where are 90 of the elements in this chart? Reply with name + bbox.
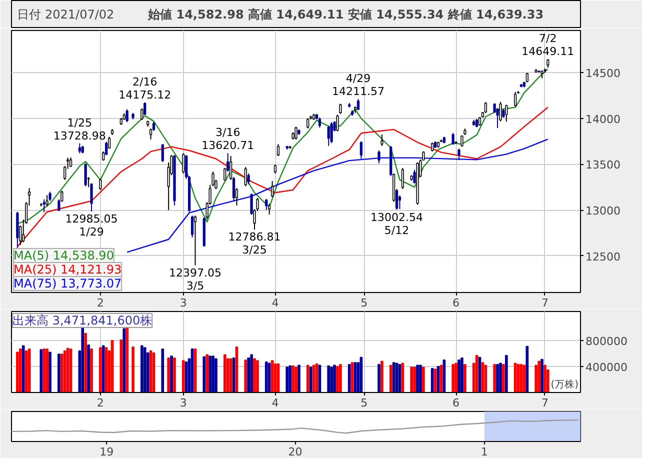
candlestick xyxy=(126,108,128,123)
candlestick xyxy=(58,198,60,212)
annotation: 2/16 14175.12 xyxy=(118,75,172,102)
x-tick-label: 5 xyxy=(360,396,368,410)
candlestick xyxy=(232,176,236,202)
candlestick xyxy=(46,194,48,207)
candlestick xyxy=(413,169,416,184)
candlestick xyxy=(268,203,271,216)
candlestick xyxy=(458,148,460,161)
candlestick xyxy=(327,125,330,146)
candlestick xyxy=(99,178,102,190)
candlestick xyxy=(182,152,185,174)
candlestick xyxy=(401,167,404,190)
candlestick xyxy=(247,172,250,185)
x-tick-label: 7 xyxy=(541,296,548,310)
candlestick xyxy=(235,188,238,206)
candlestick xyxy=(87,176,90,188)
x-tick-label: 19 xyxy=(100,446,114,458)
x-tick-label: 6 xyxy=(452,296,460,310)
candlestick xyxy=(69,156,72,168)
candlestick xyxy=(149,128,152,140)
annotation: 7/2 14649.11 xyxy=(522,32,574,58)
x-tick-label: 5 xyxy=(360,296,368,310)
candlestick xyxy=(270,180,274,198)
annotation: 12985.05 1/29 xyxy=(65,212,118,238)
candlestick xyxy=(250,193,253,216)
candlestick xyxy=(496,108,499,129)
x-tick-label: 4 xyxy=(272,396,279,410)
candlestick xyxy=(194,215,197,266)
chart-subtitle: 始値 14,582.98 高値 14,649.11 安値 14,555.34 終値 14,639.33 xyxy=(147,8,544,22)
candlestick xyxy=(265,198,268,211)
candlestick xyxy=(48,191,52,202)
x-tick-label: 6 xyxy=(452,396,460,410)
y-tick-label: 400000 xyxy=(586,360,628,374)
candlestick xyxy=(318,117,322,128)
x-tick-label: 3 xyxy=(180,396,187,410)
candlestick xyxy=(229,156,232,180)
y-tick-label: 800000 xyxy=(586,334,628,348)
candlestick xyxy=(339,103,342,114)
candlestick xyxy=(190,215,194,238)
candlestick xyxy=(276,144,280,157)
text: MA(5) 14,538.90 xyxy=(14,248,114,262)
x-tick-label: 2 xyxy=(96,396,104,410)
candlestick xyxy=(330,122,333,144)
x-tick-label: 4 xyxy=(272,296,279,310)
candlestick xyxy=(161,144,164,162)
y-tick-label: 12500 xyxy=(586,250,620,264)
candlestick xyxy=(294,126,298,140)
y-tick-label: 13500 xyxy=(586,158,620,172)
annotation: 4/29 14211.57 xyxy=(332,72,384,98)
candlestick xyxy=(526,72,528,83)
candlestick xyxy=(360,140,363,160)
annotation: 1/25 13728.98 xyxy=(53,116,106,142)
candlestick xyxy=(499,101,502,122)
candlestick xyxy=(144,102,146,116)
x-tick-label: 20 xyxy=(288,446,302,458)
chart-title: 日付 2021/07/02 xyxy=(17,8,114,22)
candlestick xyxy=(380,134,384,146)
x-tick-label: 2 xyxy=(96,296,104,310)
candlestick xyxy=(152,121,156,132)
annotation: 12397.05 3/5 xyxy=(168,266,222,292)
candlestick xyxy=(60,190,64,202)
y-tick-label: 14000 xyxy=(586,112,620,126)
candlestick xyxy=(378,150,380,164)
annotation: 12786.81 3/25 xyxy=(228,230,281,257)
series-label: MA(25) 14,121.93 xyxy=(14,262,122,276)
candlestick xyxy=(42,198,46,213)
y-tick-label: 13000 xyxy=(586,204,620,218)
candlestick xyxy=(105,141,108,156)
candlestick xyxy=(140,108,144,120)
candlestick xyxy=(90,182,93,212)
candlestick xyxy=(395,188,398,210)
x-tick-label: 1 xyxy=(480,446,488,458)
y-tick-label: 14500 xyxy=(586,67,620,80)
line-series xyxy=(126,138,548,253)
annotation: 13002.54 5/12 xyxy=(370,210,424,237)
candlestick xyxy=(84,162,87,187)
chart-title: 出来高 3,471,841,600株 xyxy=(12,314,152,328)
text: MA(75) 13,773.07 xyxy=(14,276,122,290)
candlestick xyxy=(336,114,339,132)
candlestick xyxy=(78,142,81,154)
candlestick xyxy=(514,91,517,108)
candlestick xyxy=(226,152,230,172)
y-axis-title: (万株) xyxy=(550,378,579,390)
candlestick xyxy=(224,167,226,182)
candlestick xyxy=(244,166,247,187)
x-tick-label: 7 xyxy=(541,396,548,410)
annotation: 3/16 13620.71 xyxy=(202,126,254,152)
x-tick-label: 3 xyxy=(180,296,187,310)
candlestick xyxy=(505,104,508,122)
